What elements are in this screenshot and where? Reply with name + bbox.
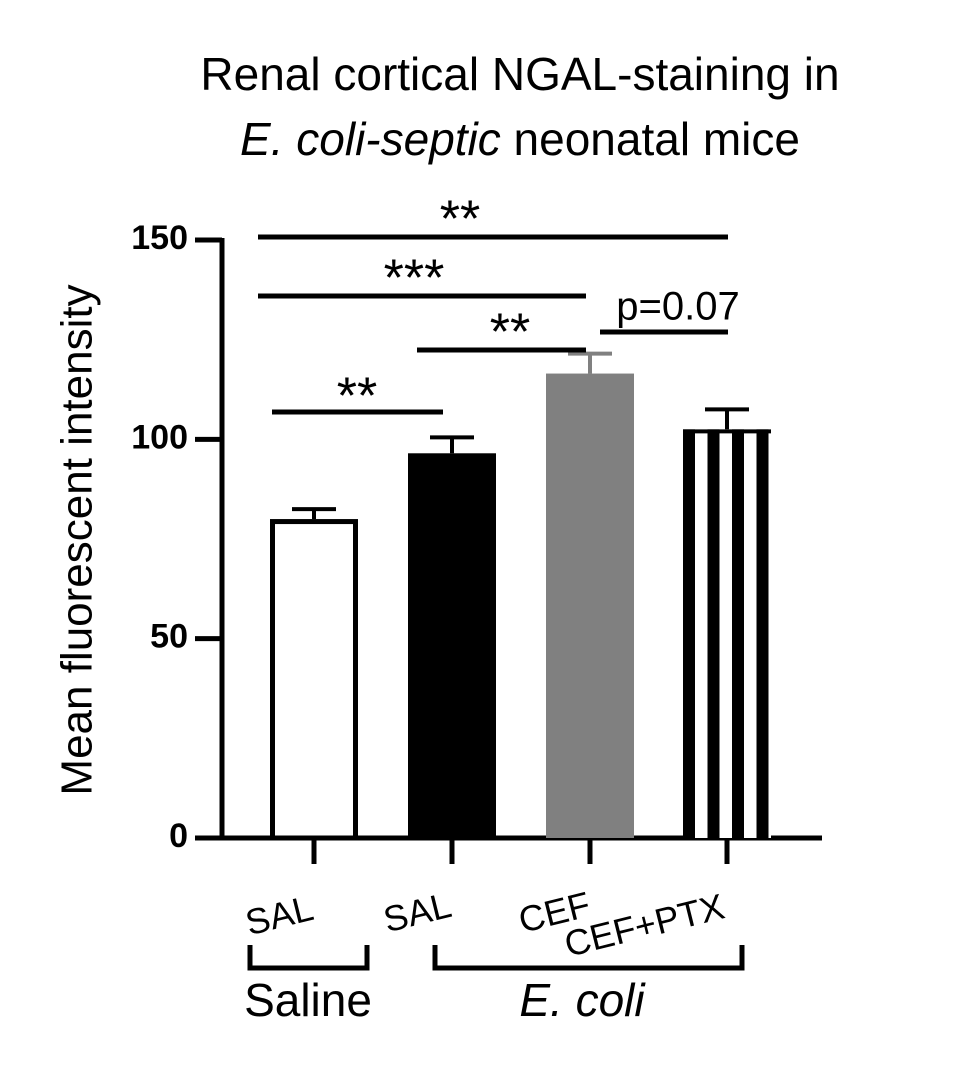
bar xyxy=(683,429,771,838)
x-tick-label: SAL xyxy=(379,884,455,940)
group-bracket xyxy=(247,945,370,971)
group-label: Saline xyxy=(244,974,372,1026)
significance-label: ** xyxy=(337,368,377,426)
bar xyxy=(408,453,496,838)
title-italic: E. coli-septic xyxy=(240,113,501,165)
group-label: E. coli xyxy=(519,974,646,1026)
significance-label: ** xyxy=(440,191,480,249)
y-tick-label: 150 xyxy=(131,219,188,257)
y-tick-label: 100 xyxy=(131,418,188,456)
significance-label: p=0.07 xyxy=(616,285,739,329)
chart-title: E. coli-septic neonatal mice xyxy=(240,113,800,165)
significance-label: ** xyxy=(490,304,530,362)
title-rest: neonatal mice xyxy=(501,113,800,165)
y-tick-label: 50 xyxy=(150,618,188,656)
bar xyxy=(270,519,358,841)
bar xyxy=(546,373,634,838)
x-tick-label: SAL xyxy=(241,887,317,943)
chart-title: Renal cortical NGAL-staining in xyxy=(200,48,839,100)
significance-label: *** xyxy=(384,250,445,308)
group-bracket xyxy=(432,945,745,971)
y-tick-label: 0 xyxy=(169,817,188,855)
y-axis-label: Mean fluorescent intensity xyxy=(53,284,102,795)
